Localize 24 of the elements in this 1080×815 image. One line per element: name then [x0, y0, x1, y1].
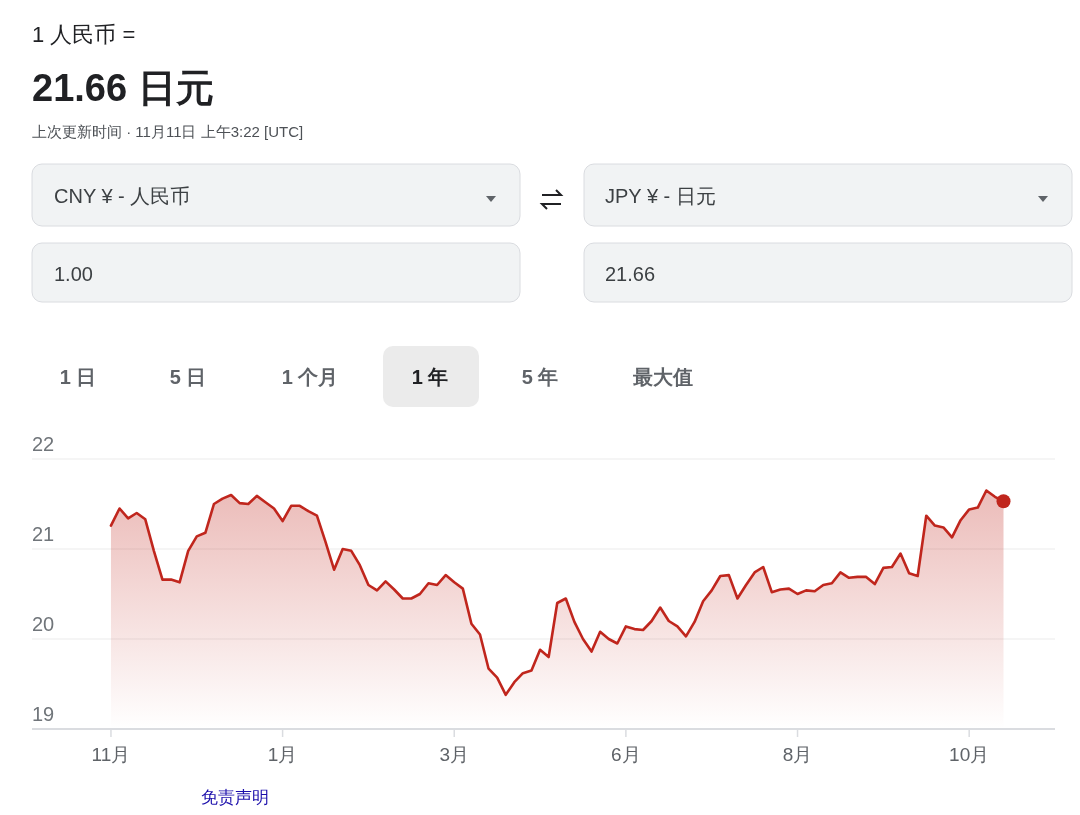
- text: 1 年: [411, 366, 449, 388]
- text: 最大值: [632, 366, 693, 388]
- text: 1 日: [59, 366, 97, 388]
- x-tick-label: 3月: [439, 744, 470, 765]
- chart-subtitle: 21.66 日元: [32, 67, 214, 109]
- y-tick-label: 19: [32, 703, 55, 725]
- text: 5 日: [169, 366, 207, 388]
- text: 5 年: [521, 366, 559, 388]
- x-tick-label: 8月: [782, 744, 813, 765]
- y-tick-label: 22: [32, 433, 55, 455]
- text: 1.00: [54, 263, 93, 285]
- text: 21.66: [605, 263, 656, 285]
- y-tick-label: 20: [32, 613, 55, 635]
- text: 1 个月: [281, 366, 339, 388]
- text: 上次更新时间 · 11月11日 上午3:22 [UTC]: [32, 123, 304, 140]
- x-tick-label: 6月: [611, 744, 641, 765]
- x-tick-label: 10月: [949, 744, 990, 765]
- chart-title: 1 人民币 =: [32, 22, 136, 47]
- text: 免责声明: [201, 788, 269, 807]
- text: JPY ¥ - 日元: [605, 185, 716, 207]
- x-tick-label: 1月: [267, 744, 298, 765]
- x-tick-label: 11月: [91, 744, 131, 765]
- y-tick-label: 21: [32, 523, 55, 545]
- text: CNY ¥ - 人民币: [54, 185, 191, 207]
